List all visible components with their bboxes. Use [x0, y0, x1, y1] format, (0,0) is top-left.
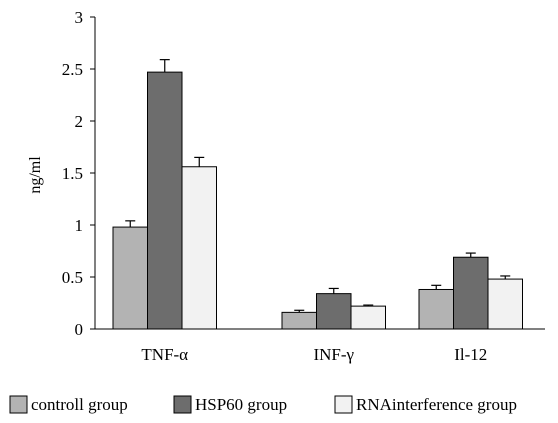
y-axis-title: ng/ml — [27, 156, 44, 194]
legend-label: RNAinterference group — [356, 395, 517, 414]
y-tick-label: 2 — [75, 112, 84, 131]
x-category-label: TNF-α — [141, 345, 188, 364]
y-tick-label: 0.5 — [62, 268, 83, 287]
legend-label: HSP60 group — [195, 395, 287, 414]
legend: controll group HSP60 group RNAinterference… — [9, 395, 517, 414]
bar — [181, 166, 217, 330]
x-category-label: INF-γ — [313, 345, 354, 364]
x-category-label: Il-12 — [454, 345, 487, 364]
x-axis-labels: TNF-α INF-γ Il-12 — [141, 345, 487, 364]
bar — [418, 288, 454, 330]
legend-swatch — [173, 395, 192, 414]
bars — [112, 71, 523, 330]
bar — [487, 278, 523, 330]
legend-label: controll group — [31, 395, 128, 414]
bar — [112, 226, 148, 330]
bar — [453, 256, 489, 330]
bar — [281, 311, 317, 330]
error-bars — [125, 59, 511, 313]
y-tick-label: 3 — [75, 8, 84, 27]
y-axis-ticks: 0 0.5 1 1.5 2 2.5 3 — [62, 8, 95, 339]
legend-swatch — [334, 395, 353, 414]
y-tick-label: 1.5 — [62, 164, 83, 183]
y-tick-label: 0 — [75, 320, 84, 339]
bar — [316, 293, 352, 330]
y-tick-label: 1 — [75, 216, 84, 235]
y-tick-label: 2.5 — [62, 60, 83, 79]
bar — [350, 305, 386, 330]
bar — [147, 71, 183, 330]
legend-swatch — [9, 395, 28, 414]
